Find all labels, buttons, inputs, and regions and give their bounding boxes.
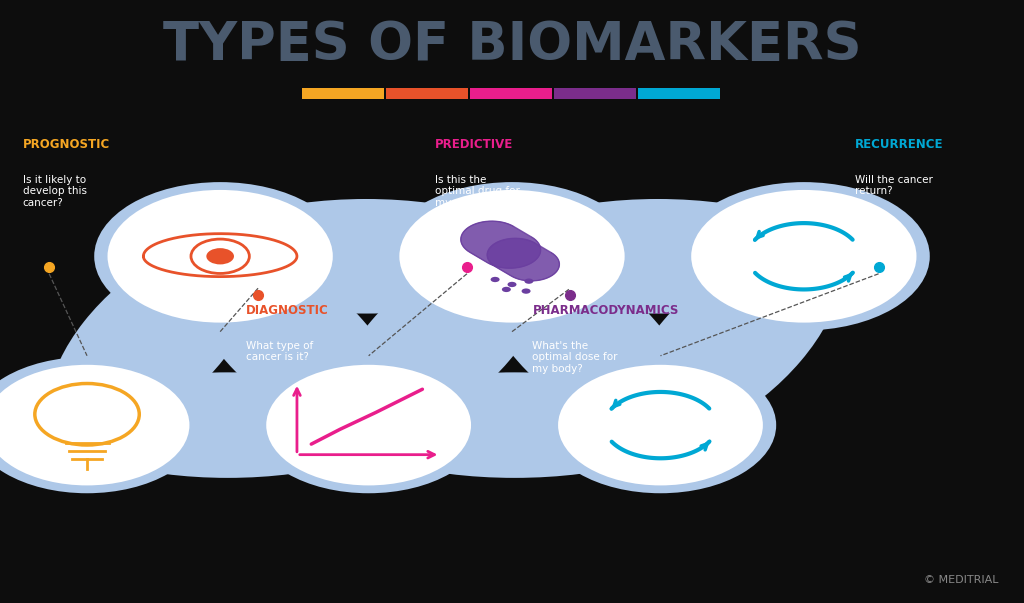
Circle shape	[94, 182, 346, 330]
Circle shape	[524, 279, 534, 284]
Ellipse shape	[333, 241, 548, 441]
Text: PROGNOSTIC: PROGNOSTIC	[23, 137, 110, 151]
Circle shape	[266, 365, 471, 485]
Circle shape	[508, 282, 516, 287]
Ellipse shape	[486, 199, 829, 314]
Polygon shape	[487, 238, 559, 281]
Bar	[470, 88, 552, 99]
Ellipse shape	[625, 241, 840, 441]
Text: Is this the
optimal drug for
my cancer: Is this the optimal drug for my cancer	[435, 175, 520, 208]
Circle shape	[206, 248, 233, 264]
Circle shape	[253, 357, 484, 493]
Text: What type of
cancer is it?: What type of cancer is it?	[246, 341, 313, 362]
Bar	[554, 88, 636, 99]
Circle shape	[386, 182, 638, 330]
Circle shape	[545, 357, 776, 493]
Text: Is it likely to
develop this
cancer?: Is it likely to develop this cancer?	[23, 175, 86, 208]
Circle shape	[691, 190, 916, 323]
Bar	[638, 88, 720, 99]
Circle shape	[521, 288, 530, 294]
Text: RECURRENCE: RECURRENCE	[855, 137, 943, 151]
Circle shape	[0, 365, 189, 485]
Text: What's the
optimal dose for
my body?: What's the optimal dose for my body?	[532, 341, 617, 374]
Text: Will the cancer
return?: Will the cancer return?	[855, 175, 933, 197]
Text: PREDICTIVE: PREDICTIVE	[435, 137, 513, 151]
Circle shape	[399, 190, 625, 323]
Text: TYPES OF BIOMARKERS: TYPES OF BIOMARKERS	[163, 19, 861, 71]
Ellipse shape	[61, 373, 394, 478]
Circle shape	[0, 357, 203, 493]
Ellipse shape	[49, 241, 258, 441]
Text: DIAGNOSTIC: DIAGNOSTIC	[246, 303, 329, 317]
Bar	[386, 88, 468, 99]
Text: © MEDITRIAL: © MEDITRIAL	[924, 575, 998, 585]
Polygon shape	[461, 221, 541, 268]
Text: PHARMACODYNAMICS: PHARMACODYNAMICS	[532, 303, 679, 317]
Ellipse shape	[184, 241, 404, 441]
Ellipse shape	[195, 199, 538, 314]
Circle shape	[678, 182, 930, 330]
Circle shape	[558, 365, 763, 485]
Circle shape	[108, 190, 333, 323]
Circle shape	[490, 277, 500, 282]
Ellipse shape	[476, 241, 696, 441]
Circle shape	[502, 287, 511, 292]
Bar	[302, 88, 384, 99]
Ellipse shape	[343, 373, 686, 478]
